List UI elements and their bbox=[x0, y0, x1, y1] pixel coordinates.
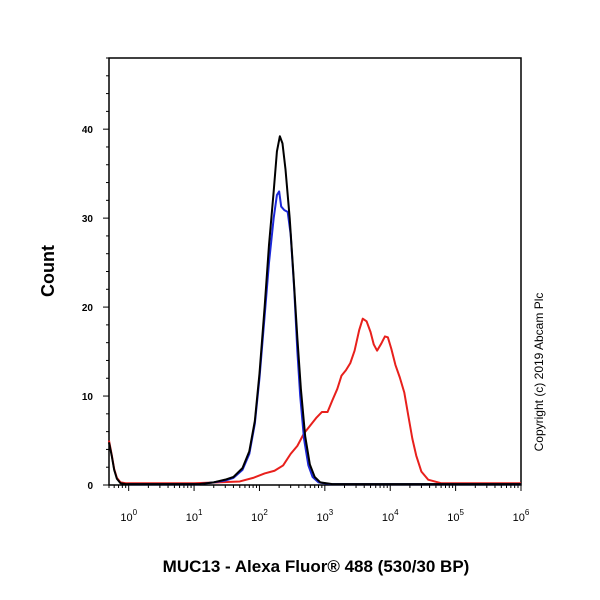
y-tick-label: 0 bbox=[87, 481, 93, 492]
y-tick-label: 20 bbox=[82, 303, 94, 314]
x-tick-label: 106 bbox=[513, 508, 530, 524]
x-axis: 100 101 102 103 104 105 106 bbox=[108, 485, 530, 524]
y-tick-label: 10 bbox=[82, 392, 94, 403]
x-tick-label: 102 bbox=[251, 508, 268, 524]
x-tick-label: 100 bbox=[120, 508, 137, 524]
x-tick-label: 104 bbox=[382, 508, 399, 524]
histogram-series-1 bbox=[108, 317, 521, 485]
y-tick-label: 40 bbox=[82, 125, 94, 136]
y-tick-label: 30 bbox=[82, 214, 94, 225]
x-axis-title: MUC13 - Alexa Fluor® 488 (530/30 BP) bbox=[163, 557, 470, 576]
x-tick-label: 101 bbox=[186, 508, 203, 524]
x-tick-label: 105 bbox=[447, 508, 464, 524]
histogram-series-2 bbox=[128, 190, 521, 486]
y-axis: 0 10 20 30 40 bbox=[82, 57, 109, 492]
x-tick-label: 103 bbox=[316, 508, 333, 524]
histogram-series-3 bbox=[108, 135, 521, 486]
y-axis-title: Count bbox=[38, 245, 58, 297]
series-layer bbox=[108, 135, 521, 486]
copyright-notice: Copyright (c) 2019 Abcam Plc bbox=[532, 293, 546, 452]
